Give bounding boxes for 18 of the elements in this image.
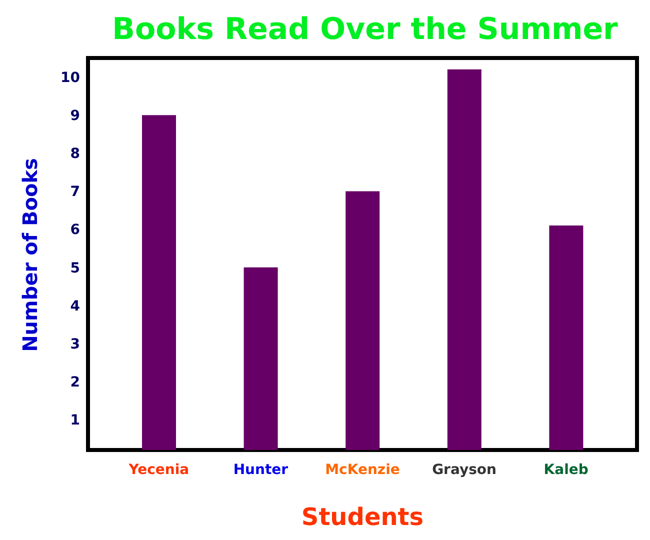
y-tick-label: 10	[60, 70, 80, 86]
y-tick-label: 6	[70, 222, 80, 238]
x-tick-label: Kaleb	[544, 462, 588, 478]
y-tick-label: 1	[70, 412, 80, 429]
chart-title: Books Read Over the Summer	[111, 12, 619, 47]
x-tick-label: Grayson	[432, 462, 497, 478]
y-tick-label: 2	[70, 374, 80, 390]
y-tick-label: 8	[70, 146, 80, 162]
y-tick-label: 3	[70, 336, 80, 352]
x-tick-label: Hunter	[233, 462, 288, 478]
y-axis-title: Number of Books	[18, 158, 42, 352]
y-tick-label: 5	[70, 260, 80, 276]
x-tick-label: McKenzie	[325, 462, 400, 478]
y-tick-label: 9	[70, 108, 80, 124]
y-tick-label: 4	[70, 298, 80, 314]
y-tick-label: 7	[70, 184, 80, 200]
x-tick-label: Yecenia	[128, 462, 190, 478]
x-axis-title: Students	[300, 503, 425, 531]
